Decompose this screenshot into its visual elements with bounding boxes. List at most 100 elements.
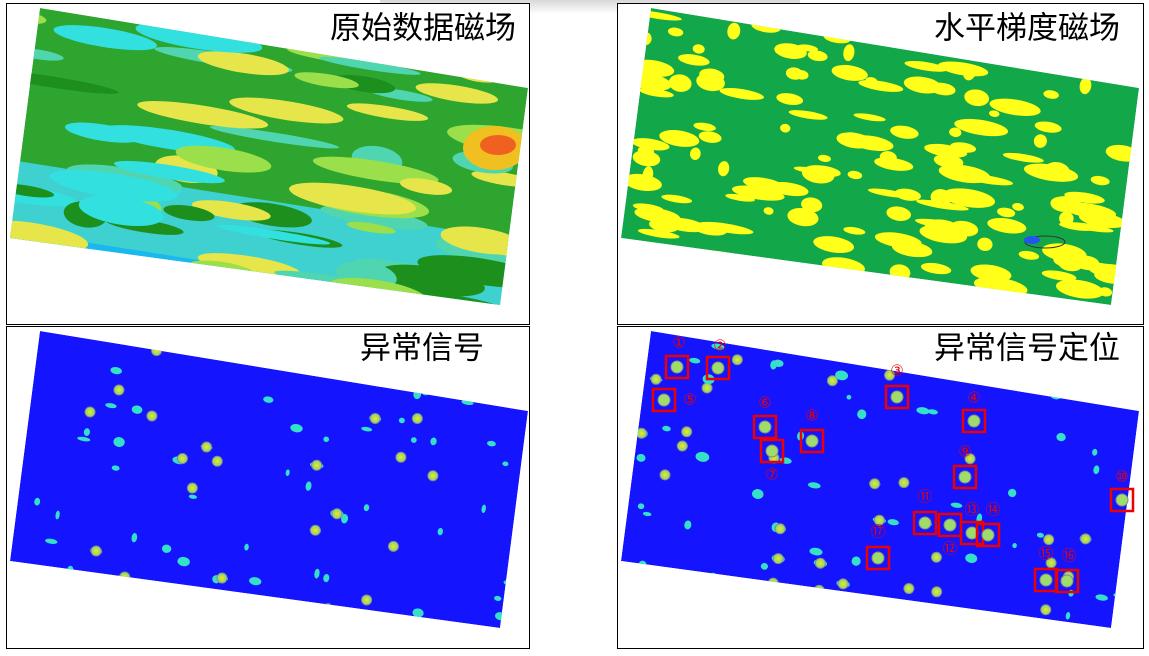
map-blob [197, 51, 289, 76]
map-blob [904, 60, 948, 72]
marker-label: ② [713, 337, 726, 355]
map-blob [197, 253, 301, 278]
map-blob [874, 157, 914, 171]
map-blob [891, 241, 933, 258]
map-blob [285, 469, 290, 476]
map-blob [774, 43, 807, 59]
map-blob [916, 199, 969, 211]
anomaly [805, 434, 819, 448]
map-blob [927, 409, 938, 415]
anomaly-core [684, 429, 689, 434]
map-blob [161, 544, 172, 553]
marker-label: ⑨ [958, 443, 971, 461]
marker-label: ⑬ [964, 501, 979, 519]
map-blob [667, 27, 684, 37]
map-blob [105, 403, 117, 409]
marker-label: ⑥ [758, 394, 771, 412]
anomaly-core [204, 445, 209, 450]
map-blob [398, 417, 405, 424]
map-blob [831, 64, 868, 81]
map-blob [34, 497, 41, 506]
anomaly-core [906, 586, 911, 591]
anomaly-core [373, 416, 378, 421]
marker-box [752, 414, 778, 440]
map-blob [113, 160, 225, 184]
marker-box [961, 408, 987, 434]
map-blob [678, 54, 710, 66]
map-blob [305, 481, 312, 491]
map-blob [890, 125, 919, 139]
anomaly-core [398, 455, 403, 460]
map-blob [949, 127, 962, 138]
marker-box [952, 464, 978, 490]
map-blob [843, 44, 855, 62]
map-blob [216, 224, 331, 245]
anomaly [711, 361, 725, 375]
map-blob [642, 166, 654, 184]
marker-label: ⑦ [765, 466, 778, 484]
anomaly-core [215, 459, 220, 464]
map-blob [718, 161, 730, 177]
map-blob [1053, 253, 1069, 266]
map-blob [263, 396, 274, 403]
map-blob [916, 407, 930, 415]
map-blob [113, 437, 125, 448]
anomaly-core [830, 378, 835, 383]
anomaly-core [778, 526, 783, 531]
anomaly-core [314, 463, 319, 468]
map-blob [1079, 77, 1092, 95]
map-blob [1090, 175, 1110, 186]
map-blob [788, 110, 828, 120]
map-blob [486, 440, 496, 447]
marker-box [1054, 568, 1080, 594]
anomaly-core [705, 385, 710, 390]
map-blob [988, 110, 1000, 117]
map-blob [763, 207, 774, 215]
map-blob [903, 76, 942, 94]
panel-title: 异常信号 [360, 331, 484, 367]
anomaly-core [1049, 560, 1054, 565]
anomaly [943, 518, 957, 532]
map-blob [637, 228, 680, 239]
map-blob [668, 74, 692, 92]
map-blob [1079, 211, 1127, 229]
map-blob [1056, 432, 1066, 442]
map-blob [639, 88, 674, 98]
map-blob [135, 23, 263, 53]
anomaly-core [735, 357, 740, 362]
map-blob [695, 451, 710, 462]
marker-box [705, 355, 731, 381]
map-blob [502, 461, 509, 467]
map-blob [698, 221, 754, 235]
map-blob [807, 482, 821, 489]
map-blob [244, 543, 249, 551]
anomaly-core [654, 377, 659, 382]
anomaly-core [877, 518, 882, 523]
marker-box [975, 522, 1001, 548]
map-blob [49, 170, 178, 202]
map-blob [743, 177, 784, 191]
anomaly [765, 444, 779, 458]
map-blob [813, 236, 855, 253]
map-blob [846, 394, 852, 400]
map-blob [809, 547, 823, 556]
map-blob [1036, 532, 1044, 538]
map-blob [965, 553, 978, 563]
anomaly [981, 528, 995, 542]
map-blob [289, 182, 417, 215]
map-blob [894, 188, 921, 201]
map-blob [323, 436, 330, 443]
map-blob [938, 164, 991, 184]
map-blob [690, 147, 701, 161]
map-blob [642, 511, 652, 517]
marker-box [664, 354, 690, 380]
marker-box [884, 384, 910, 410]
map-blob [78, 195, 164, 227]
anomaly-core [334, 511, 339, 516]
map-blob [954, 118, 1009, 137]
marker-box [1109, 487, 1135, 513]
anomaly [1115, 493, 1129, 507]
map-blob [481, 504, 486, 514]
anomaly-core [872, 481, 877, 486]
marker-box [865, 545, 891, 571]
